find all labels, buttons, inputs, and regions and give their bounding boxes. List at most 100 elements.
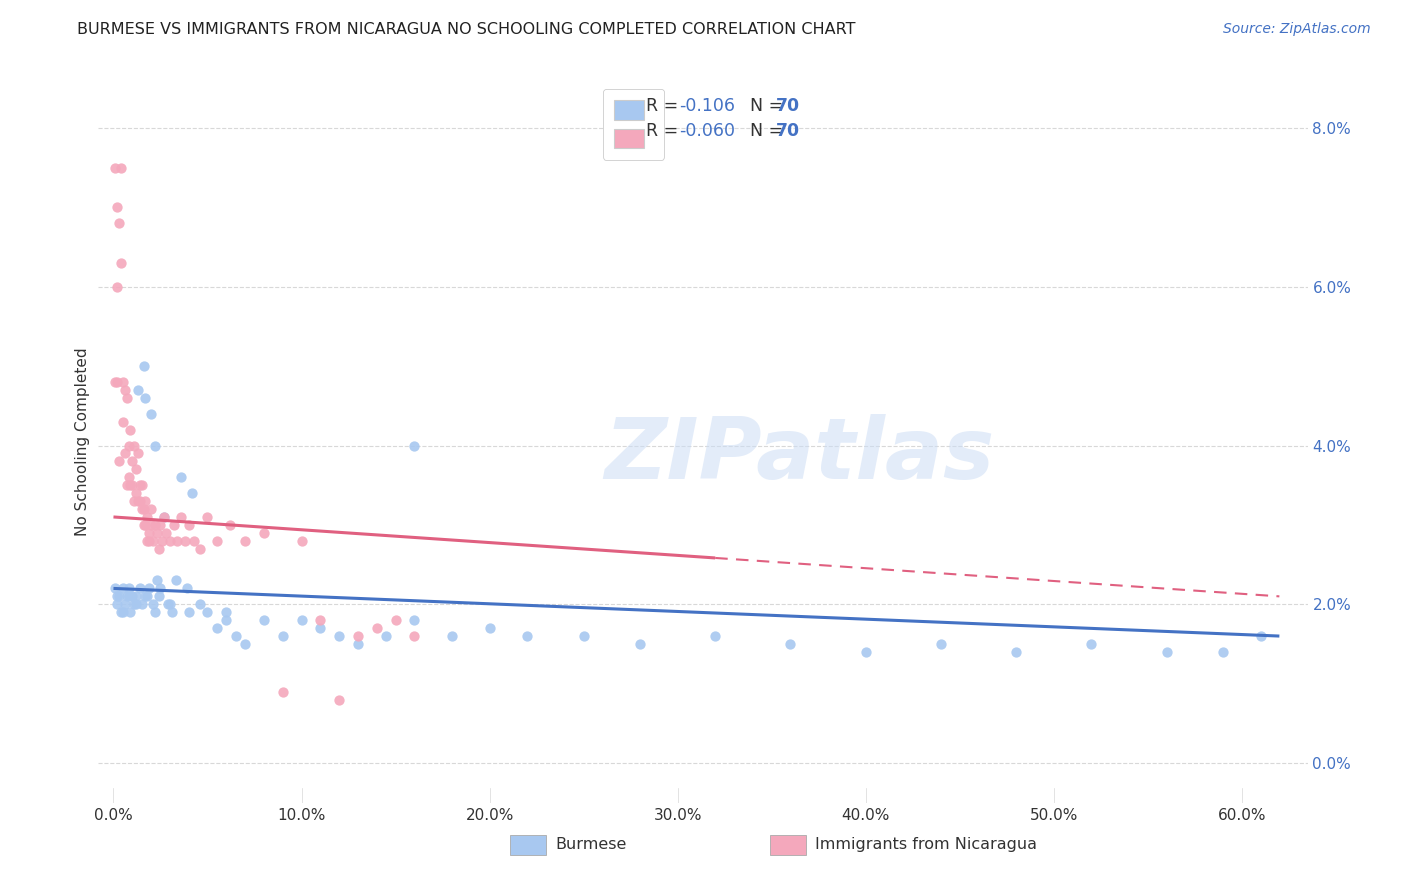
- Point: [117, 470, 139, 484]
- Text: Source: ZipAtlas.com: Source: ZipAtlas.com: [1223, 22, 1371, 37]
- Point: [136, 510, 159, 524]
- Point: [138, 525, 160, 540]
- Text: R =: R =: [647, 97, 683, 115]
- Point: [1005, 645, 1028, 659]
- Point: [117, 438, 139, 452]
- Point: [115, 478, 138, 492]
- Point: [122, 494, 145, 508]
- Point: [121, 454, 143, 468]
- Point: [148, 590, 170, 604]
- Point: [253, 613, 276, 627]
- Point: [478, 621, 501, 635]
- Point: [108, 590, 131, 604]
- Point: [328, 629, 350, 643]
- Point: [404, 629, 426, 643]
- Point: [110, 161, 132, 175]
- Point: [271, 684, 294, 698]
- Point: [183, 533, 205, 548]
- Point: [138, 533, 160, 548]
- Point: [105, 597, 128, 611]
- Point: [143, 438, 166, 452]
- Point: [114, 446, 136, 460]
- Point: [120, 478, 142, 492]
- Point: [143, 517, 166, 532]
- Point: [855, 645, 877, 659]
- Point: [132, 517, 155, 532]
- Text: N =: N =: [740, 122, 789, 140]
- Text: N =: N =: [740, 97, 789, 115]
- Point: [290, 613, 312, 627]
- Point: [117, 590, 139, 604]
- FancyBboxPatch shape: [769, 835, 806, 855]
- Point: [404, 613, 426, 627]
- Point: [115, 391, 138, 405]
- Point: [181, 486, 204, 500]
- Point: [153, 510, 176, 524]
- Point: [104, 161, 127, 175]
- Point: [134, 590, 156, 604]
- Point: [148, 541, 170, 556]
- Point: [110, 605, 132, 619]
- Point: [197, 510, 219, 524]
- Point: [111, 582, 134, 596]
- Point: [127, 494, 149, 508]
- Point: [105, 375, 128, 389]
- Point: [1156, 645, 1178, 659]
- FancyBboxPatch shape: [509, 835, 546, 855]
- Point: [149, 517, 172, 532]
- Point: [290, 533, 312, 548]
- Point: [215, 605, 238, 619]
- Point: [166, 533, 188, 548]
- Point: [150, 533, 173, 548]
- Legend: , : ,: [603, 88, 664, 160]
- Text: R =: R =: [647, 122, 683, 140]
- Point: [134, 494, 156, 508]
- Point: [572, 629, 595, 643]
- Point: [127, 383, 149, 397]
- Point: [134, 391, 156, 405]
- Point: [1212, 645, 1234, 659]
- Point: [122, 438, 145, 452]
- Point: [128, 494, 150, 508]
- Point: [114, 597, 136, 611]
- Point: [165, 574, 187, 588]
- Point: [104, 582, 127, 596]
- Point: [328, 692, 350, 706]
- Point: [170, 470, 193, 484]
- Point: [253, 525, 276, 540]
- Point: [139, 502, 162, 516]
- Point: [225, 629, 247, 643]
- Text: BURMESE VS IMMIGRANTS FROM NICARAGUA NO SCHOOLING COMPLETED CORRELATION CHART: BURMESE VS IMMIGRANTS FROM NICARAGUA NO …: [77, 22, 856, 37]
- Point: [139, 407, 162, 421]
- Point: [108, 454, 131, 468]
- Point: [309, 621, 332, 635]
- Point: [233, 637, 256, 651]
- Point: [105, 279, 128, 293]
- Point: [136, 590, 159, 604]
- Point: [174, 533, 197, 548]
- Point: [145, 525, 167, 540]
- Point: [111, 375, 134, 389]
- Point: [143, 605, 166, 619]
- Point: [120, 423, 142, 437]
- Point: [159, 597, 181, 611]
- Point: [111, 605, 134, 619]
- Point: [347, 629, 370, 643]
- Point: [929, 637, 952, 651]
- Text: Immigrants from Nicaragua: Immigrants from Nicaragua: [815, 838, 1038, 852]
- Point: [117, 582, 139, 596]
- Point: [134, 517, 156, 532]
- Point: [516, 629, 538, 643]
- Point: [160, 605, 183, 619]
- Point: [176, 582, 198, 596]
- Point: [205, 533, 228, 548]
- Point: [177, 605, 200, 619]
- Point: [139, 517, 162, 532]
- Point: [142, 597, 165, 611]
- Point: [114, 383, 136, 397]
- Text: -0.060: -0.060: [679, 122, 735, 140]
- Point: [215, 613, 238, 627]
- Point: [111, 415, 134, 429]
- Point: [188, 597, 211, 611]
- Point: [132, 502, 155, 516]
